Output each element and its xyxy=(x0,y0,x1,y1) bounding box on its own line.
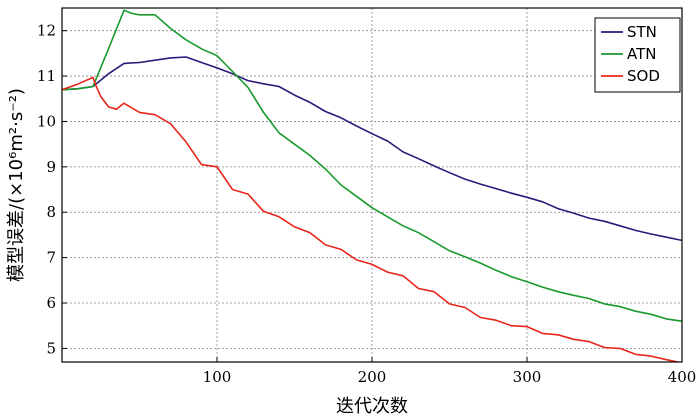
y-tick-label: 7 xyxy=(46,249,56,267)
y-tick-label: 6 xyxy=(46,294,56,312)
x-tick-label: 100 xyxy=(203,368,232,386)
series-line-sod xyxy=(62,76,682,362)
legend-label-atn: ATN xyxy=(627,45,656,63)
legend: STN ATN SOD xyxy=(594,17,681,93)
series-lines xyxy=(62,9,682,362)
axis-ticks: 100 200 300 400 5 6 7 8 9 10 11 12 xyxy=(37,22,696,386)
y-tick-label: 8 xyxy=(46,203,56,221)
x-axis-label: 迭代次数 xyxy=(336,396,408,417)
legend-label-stn: STN xyxy=(627,23,657,41)
series-line-atn xyxy=(62,9,682,322)
y-tick-label: 5 xyxy=(46,339,56,357)
x-tick-label: 300 xyxy=(513,368,542,386)
legend-box xyxy=(594,17,681,93)
legend-label-sod: SOD xyxy=(627,67,660,85)
y-tick-label: 10 xyxy=(37,112,56,130)
x-tick-label: 400 xyxy=(668,368,697,386)
y-axis-label: 模型误差/(×10⁶m²·s⁻²) xyxy=(6,88,27,282)
grid-lines xyxy=(62,8,683,362)
y-tick-label: 9 xyxy=(46,158,56,176)
y-tick-label: 12 xyxy=(37,22,56,40)
series-line-stn xyxy=(62,56,682,242)
y-tick-label: 11 xyxy=(37,67,56,85)
x-tick-label: 200 xyxy=(358,368,387,386)
